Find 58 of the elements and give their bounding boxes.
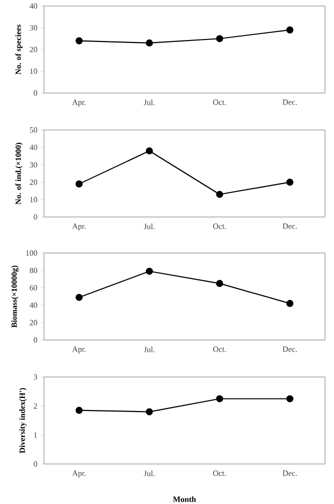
y-tick-label: 10 — [30, 68, 38, 74]
y-tick-label: 0 — [34, 214, 38, 220]
y-tick-label: 30 — [30, 162, 38, 168]
point — [286, 178, 294, 186]
y-tick-label: 60 — [30, 285, 38, 290]
x-tick-label: Jul. — [144, 100, 155, 106]
y-tick-label: 2 — [34, 403, 38, 409]
y-tick-label: 40 — [30, 3, 38, 9]
point — [76, 406, 83, 414]
x-tick-label: Dec. — [282, 100, 297, 105]
point — [76, 294, 83, 301]
y-tick-label: 20 — [30, 46, 38, 52]
x-tick-label: Oct. — [213, 100, 226, 105]
y-axis-title: No. of speciees — [15, 24, 23, 74]
x-tick-label: Oct. — [213, 346, 226, 352]
x-tick-label: Jul. — [144, 346, 155, 352]
y-tick-label: 0 — [34, 461, 38, 467]
x-axis-title: Month — [173, 496, 196, 502]
x-tick-label: Apr. — [72, 346, 86, 354]
y-tick-label: 1 — [34, 432, 37, 438]
point — [216, 280, 224, 287]
point — [146, 39, 153, 47]
x-tick-label: Apr. — [72, 224, 86, 231]
y-axis-title: Biomass(×10000g) — [11, 266, 19, 328]
y-tick-label: 3 — [34, 374, 38, 380]
y-tick-label: 30 — [30, 25, 38, 30]
y-tick-label: 50 — [30, 127, 38, 133]
x-tick-label: Apr. — [72, 470, 86, 478]
x-tick-label: Dec. — [282, 224, 297, 229]
y-axis-title: Diversity index(H') — [19, 388, 27, 454]
y-tick-label: 100 — [26, 250, 38, 256]
point — [286, 395, 294, 402]
x-tick-label: Oct. — [213, 470, 226, 476]
point — [286, 26, 294, 34]
y-tick-label: 0 — [34, 337, 38, 343]
point — [76, 180, 83, 188]
point — [146, 268, 153, 275]
x-tick-label: Dec. — [282, 470, 297, 476]
x-tick-label: Jul. — [144, 224, 155, 230]
point — [146, 147, 153, 154]
point — [216, 190, 224, 198]
y-tick-label: 20 — [30, 320, 38, 326]
y-tick-label: 10 — [30, 196, 38, 202]
point — [216, 35, 224, 42]
x-tick-label: Jul. — [144, 470, 155, 476]
y-axis-title: No. of ind.(×1000) — [15, 142, 23, 204]
x-tick-label: Oct. — [213, 224, 226, 229]
point — [286, 300, 294, 308]
y-tick-label: 20 — [30, 180, 38, 185]
point — [146, 408, 153, 416]
y-tick-label: 0 — [34, 90, 38, 96]
x-tick-label: Dec. — [282, 346, 297, 352]
point — [76, 37, 83, 44]
x-tick-label: Apr. — [72, 100, 86, 107]
y-tick-label: 40 — [30, 302, 38, 308]
point — [216, 395, 224, 402]
y-tick-label: 40 — [30, 144, 38, 150]
y-tick-label: 80 — [30, 268, 38, 274]
